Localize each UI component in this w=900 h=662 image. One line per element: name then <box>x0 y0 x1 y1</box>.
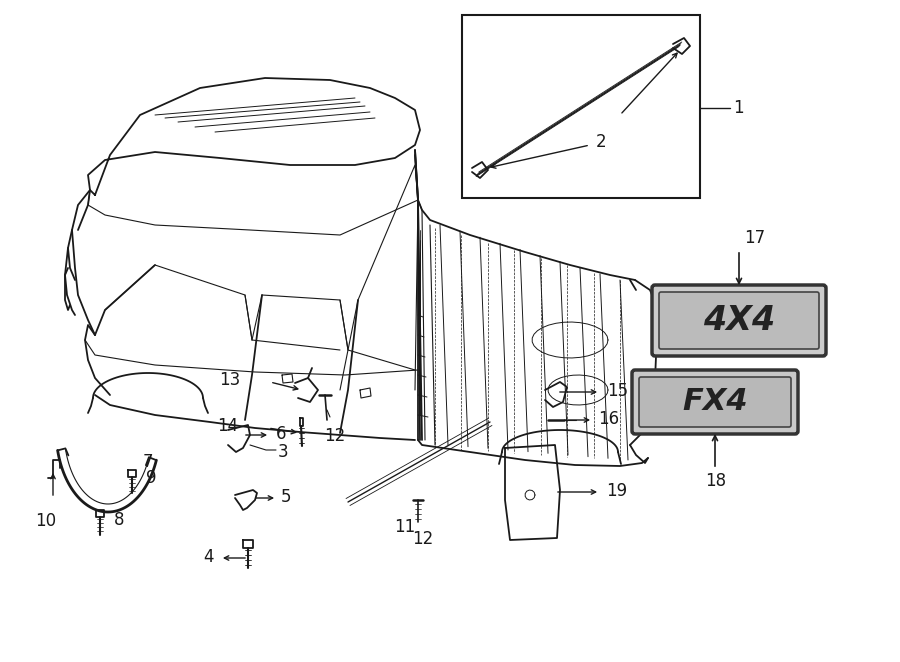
Text: 10: 10 <box>35 512 57 530</box>
Text: 14: 14 <box>218 417 238 435</box>
FancyBboxPatch shape <box>659 292 819 349</box>
Text: 16: 16 <box>598 410 619 428</box>
FancyBboxPatch shape <box>652 285 826 356</box>
Text: 5: 5 <box>281 488 292 506</box>
Text: 13: 13 <box>220 371 240 389</box>
FancyBboxPatch shape <box>632 370 798 434</box>
Text: 6: 6 <box>276 425 286 443</box>
Text: 9: 9 <box>146 469 157 487</box>
Text: FX4: FX4 <box>682 387 748 416</box>
Text: 4: 4 <box>203 548 214 566</box>
Text: 2: 2 <box>596 133 607 151</box>
Text: 12: 12 <box>412 530 434 548</box>
Text: 1: 1 <box>733 99 743 117</box>
FancyBboxPatch shape <box>639 377 791 427</box>
Text: 11: 11 <box>394 518 416 536</box>
Text: 4X4: 4X4 <box>703 304 775 337</box>
Text: 19: 19 <box>606 482 627 500</box>
Text: 18: 18 <box>705 472 726 490</box>
Text: 7: 7 <box>143 453 153 471</box>
Text: 17: 17 <box>744 229 765 247</box>
Text: 15: 15 <box>607 382 628 400</box>
Text: 12: 12 <box>324 427 346 445</box>
Text: 8: 8 <box>114 511 124 529</box>
Text: 3: 3 <box>278 443 289 461</box>
Bar <box>462 15 700 198</box>
